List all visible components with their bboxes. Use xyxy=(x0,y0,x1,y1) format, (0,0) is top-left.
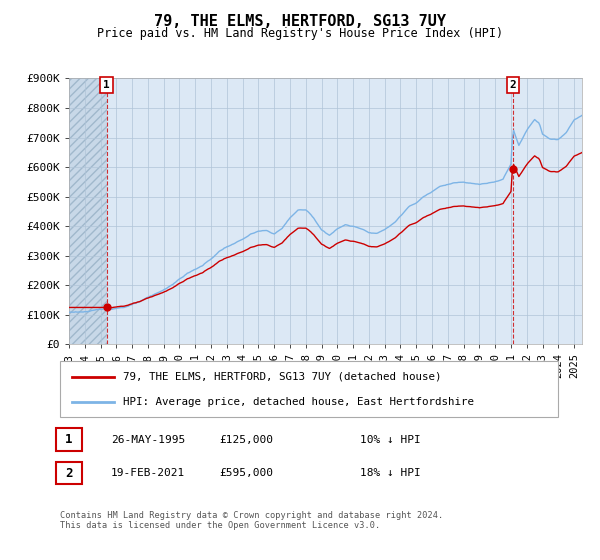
Text: 79, THE ELMS, HERTFORD, SG13 7UY: 79, THE ELMS, HERTFORD, SG13 7UY xyxy=(154,14,446,29)
Text: 2: 2 xyxy=(509,80,516,90)
Text: 2: 2 xyxy=(65,466,73,480)
Text: Price paid vs. HM Land Registry's House Price Index (HPI): Price paid vs. HM Land Registry's House … xyxy=(97,27,503,40)
Text: £125,000: £125,000 xyxy=(219,435,273,445)
Text: £595,000: £595,000 xyxy=(219,468,273,478)
Text: 1: 1 xyxy=(103,80,110,90)
Text: 18% ↓ HPI: 18% ↓ HPI xyxy=(359,468,421,478)
Text: 19-FEB-2021: 19-FEB-2021 xyxy=(111,468,185,478)
Text: Contains HM Land Registry data © Crown copyright and database right 2024.
This d: Contains HM Land Registry data © Crown c… xyxy=(60,511,443,530)
Text: 1: 1 xyxy=(65,433,73,446)
Text: 79, THE ELMS, HERTFORD, SG13 7UY (detached house): 79, THE ELMS, HERTFORD, SG13 7UY (detach… xyxy=(123,372,442,382)
Text: 10% ↓ HPI: 10% ↓ HPI xyxy=(359,435,421,445)
Text: 26-MAY-1995: 26-MAY-1995 xyxy=(111,435,185,445)
Bar xyxy=(69,78,107,344)
Text: HPI: Average price, detached house, East Hertfordshire: HPI: Average price, detached house, East… xyxy=(123,396,474,407)
